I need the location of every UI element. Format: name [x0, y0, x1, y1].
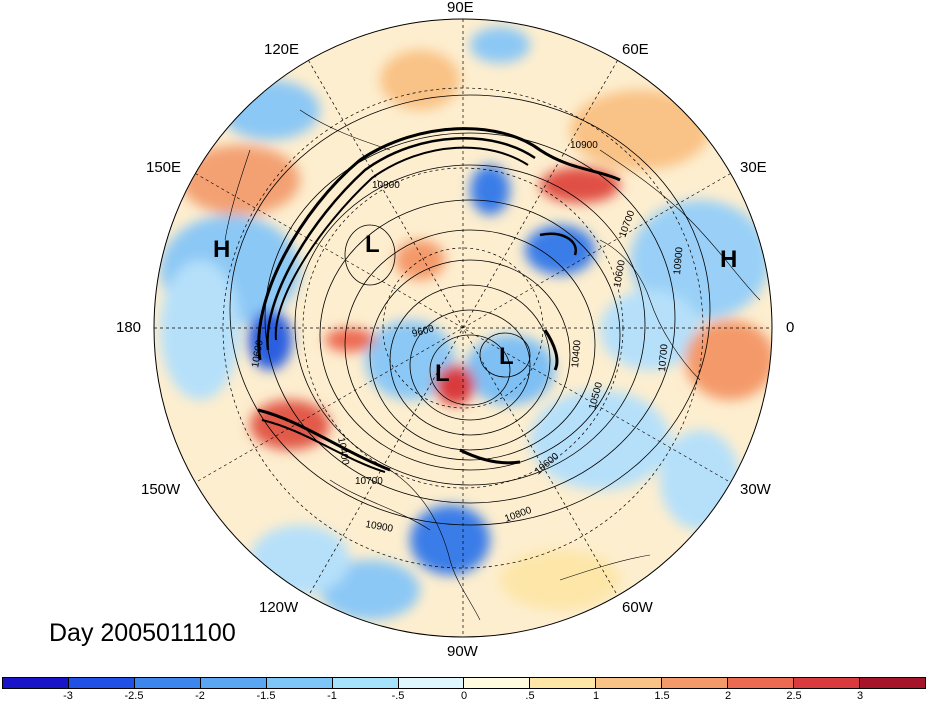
colorbar-box	[266, 678, 333, 688]
colorbar-box	[398, 678, 465, 688]
longitude-label: 90W	[447, 643, 478, 660]
colorbar-tick-label: 0	[460, 690, 468, 702]
colorbar-box	[3, 678, 69, 688]
contour-label: 10900	[672, 246, 685, 275]
graticule	[154, 19, 772, 637]
contour-label: 10700	[355, 476, 383, 487]
contour-label: 10600	[612, 259, 628, 289]
colorbar-box	[332, 678, 399, 688]
height-contours	[229, 94, 711, 526]
colorbar-box	[662, 678, 729, 688]
longitude-label: 150W	[141, 481, 181, 498]
low-pressure-center: L	[365, 231, 380, 258]
contour-label: 10700	[657, 343, 670, 372]
colorbar	[2, 677, 926, 689]
colorbar-box	[859, 678, 925, 688]
contour-label: 10900	[570, 140, 598, 151]
colorbar-box	[68, 678, 135, 688]
contour-label: 10400	[335, 437, 351, 467]
longitude-label: 60W	[622, 599, 653, 616]
longitude-label: 0	[786, 319, 795, 336]
contour-label: 10900	[364, 519, 394, 535]
contour-label: 10900	[372, 180, 400, 191]
low-pressure-center: L	[499, 343, 514, 370]
contour-label: 10400	[570, 339, 583, 368]
longitude-label: 30E	[740, 159, 767, 176]
colorbar-tick-label: -2.5	[124, 690, 144, 702]
high-pressure-center: H	[213, 236, 231, 263]
colorbar-tick-label: -1.5	[256, 690, 276, 702]
colorbar-tick-label: -2	[195, 690, 205, 702]
colorbar-tick-label: 2.5	[786, 690, 802, 702]
longitude-label: 150E	[146, 159, 182, 176]
longitude-label: 30W	[740, 481, 771, 498]
colorbar-tick-label: 3	[856, 690, 864, 702]
colorbar-tick-label: -3	[63, 690, 73, 702]
map-border	[153, 18, 773, 638]
longitude-label: 180	[116, 319, 142, 336]
colorbar-box	[794, 678, 860, 688]
colorbar-box	[134, 678, 201, 688]
longitude-label: 90E	[447, 0, 474, 16]
colorbar-box	[464, 678, 531, 688]
high-pressure-center: H	[720, 246, 738, 273]
colorbar-tick-label: 2	[724, 690, 732, 702]
colorbar-tick-label: -.5	[391, 690, 405, 702]
longitude-label: 60E	[622, 41, 649, 58]
colorbar-box	[200, 678, 267, 688]
colorbar-tick-label: 1.5	[654, 690, 670, 702]
contour-label-group: 10900 10900 10700 10600 10900 10700 1050…	[250, 140, 685, 535]
colorbar-tick-label: -1	[327, 690, 337, 702]
colorbar-box	[728, 678, 795, 688]
longitude-label: 120E	[264, 41, 300, 58]
colorbar-tick-label: 1	[592, 690, 600, 702]
colorbar-tick-label: .5	[525, 690, 535, 702]
low-pressure-center: L	[435, 360, 450, 387]
contour-label: 10600	[250, 339, 266, 369]
coastlines	[224, 109, 761, 621]
date-label: Day 2005011100	[49, 619, 236, 647]
colorbar-box	[596, 678, 663, 688]
colorbar-box	[530, 678, 597, 688]
wind-contours	[257, 127, 621, 473]
longitude-label: 120W	[259, 599, 299, 616]
